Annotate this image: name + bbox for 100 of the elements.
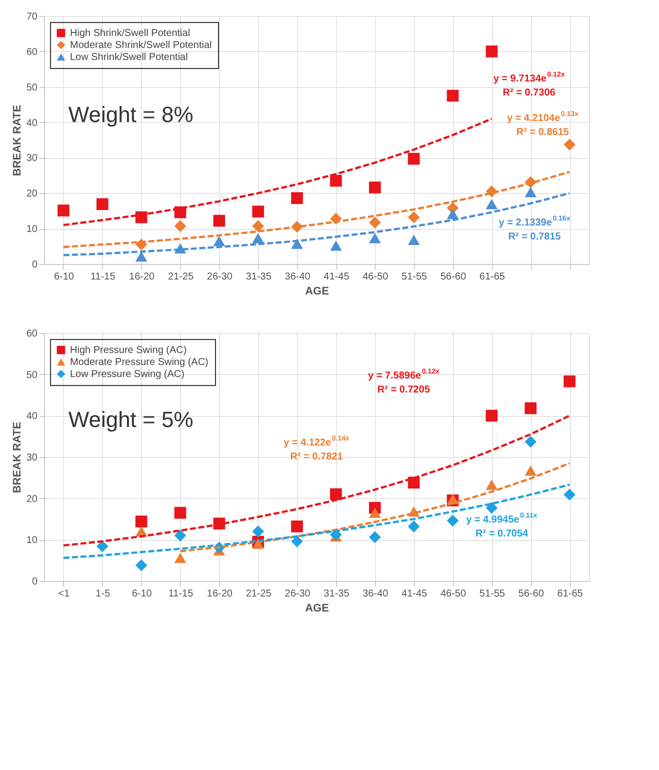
legend-label: High Shrink/Swell Potential — [70, 28, 190, 39]
x-tick-label: 21-25 — [168, 272, 194, 282]
point — [486, 199, 498, 210]
y-tick-label: 20 — [26, 494, 38, 505]
point — [96, 540, 108, 552]
x-tick-label: 36-40 — [284, 272, 311, 282]
x-tick-label: 11-15 — [168, 588, 194, 600]
point — [446, 90, 459, 102]
x-tick-label: 1-5 — [96, 588, 111, 600]
point — [408, 211, 420, 224]
y-tick-label: 70 — [26, 12, 38, 22]
point — [291, 520, 303, 532]
point — [486, 480, 498, 490]
point — [291, 238, 303, 249]
x-tick-label: 46-50 — [362, 272, 389, 282]
x-tick-label: 31-35 — [324, 588, 350, 600]
point — [174, 506, 186, 519]
point — [564, 375, 576, 388]
legend-label: High Pressure Swing (AC) — [70, 345, 187, 356]
x-tick-label: 26-30 — [284, 588, 311, 600]
annotation: Weight = 8% — [68, 102, 194, 128]
y-tick-label: 40 — [26, 118, 38, 129]
point — [252, 220, 264, 232]
point — [486, 46, 498, 58]
point — [524, 466, 537, 476]
point — [524, 436, 537, 448]
y-tick-label: 0 — [32, 260, 38, 270]
x-tick-label: 11-15 — [90, 272, 116, 282]
y-axis-title: BREAK RATE — [11, 104, 24, 176]
point — [486, 410, 498, 422]
x-tick-label: 41-45 — [324, 272, 350, 282]
point — [174, 530, 186, 542]
point — [252, 525, 264, 538]
x-tick-label: 6-10 — [54, 272, 74, 282]
y-axis-title: BREAK RATE — [11, 422, 24, 494]
point — [96, 198, 108, 210]
x-tick-label: 56-60 — [440, 272, 466, 282]
point — [135, 559, 148, 572]
y-tick-label: 60 — [26, 328, 38, 340]
legend-label: Moderate Pressure Swing (AC) — [70, 357, 208, 368]
point — [564, 138, 576, 151]
point — [291, 535, 303, 548]
x-tick-label: 21-25 — [246, 588, 272, 600]
point — [486, 502, 498, 514]
x-tick-label: 36-40 — [362, 588, 389, 600]
x-tick-label: 6-10 — [132, 588, 152, 600]
x-tick-label: 16-20 — [206, 588, 233, 600]
x-axis-title: AGE — [305, 602, 329, 614]
point — [524, 186, 537, 198]
x-tick-label: 31-35 — [246, 272, 272, 282]
point — [252, 233, 264, 244]
x-tick-label: 46-50 — [440, 588, 466, 600]
point — [330, 240, 342, 251]
point — [58, 204, 70, 216]
annotation: Weight = 5% — [68, 406, 194, 432]
y-tick-label: 30 — [26, 153, 38, 164]
y-tick-label: 20 — [26, 188, 38, 200]
x-tick-label: 51-55 — [402, 272, 428, 282]
x-tick-label: 26-30 — [206, 272, 233, 282]
point — [213, 236, 226, 246]
y-tick-label: 30 — [26, 452, 38, 464]
point — [446, 514, 459, 527]
point — [330, 488, 342, 500]
legend-label: Moderate Shrink/Swell Potential — [70, 40, 212, 51]
point — [291, 192, 303, 204]
x-tick-label: 51-55 — [479, 588, 506, 600]
legend-label: Low Shrink/Swell Potential — [70, 52, 188, 63]
legend-label: Low Pressure Swing (AC) — [70, 369, 184, 380]
x-tick-label: 56-60 — [518, 588, 544, 600]
x-axis-title: AGE — [305, 286, 329, 298]
point — [446, 208, 459, 220]
point — [368, 216, 381, 228]
point — [368, 531, 381, 544]
x-tick-label: 41-45 — [402, 588, 428, 600]
line-series — [62, 484, 571, 559]
point — [368, 233, 381, 244]
point — [174, 220, 186, 232]
point — [564, 488, 576, 501]
point — [174, 552, 186, 563]
y-tick-label: 0 — [32, 576, 38, 588]
point — [408, 234, 420, 246]
point — [408, 520, 420, 532]
x-tick-label: 61-65 — [479, 272, 506, 282]
point — [330, 174, 342, 187]
y-tick-label: 10 — [26, 535, 38, 546]
point — [135, 516, 148, 528]
x-tick-label: 61-65 — [557, 588, 584, 600]
y-tick-label: 60 — [26, 46, 38, 58]
x-tick-label: <1 — [58, 588, 70, 600]
x-tick-label: 16-20 — [129, 272, 156, 282]
y-tick-label: 40 — [26, 411, 38, 422]
point — [408, 152, 420, 165]
point — [368, 508, 381, 518]
point — [252, 206, 264, 218]
y-tick-label: 50 — [26, 82, 38, 94]
point — [213, 214, 226, 227]
y-tick-label: 50 — [26, 370, 38, 381]
point — [524, 402, 537, 414]
y-tick-label: 10 — [26, 224, 38, 236]
point — [368, 182, 381, 194]
